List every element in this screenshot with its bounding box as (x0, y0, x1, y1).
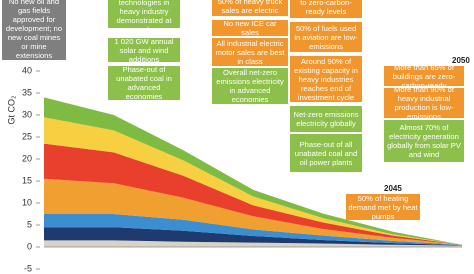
area (44, 143, 462, 245)
y-axis-label: Gt CO₂ (6, 95, 16, 125)
area (44, 227, 462, 246)
milestone-box: 50% of heavy truck sales are electric (212, 0, 288, 16)
milestone-box: Almost 70% of electricity generation glo… (384, 120, 464, 162)
milestone-box: 50% of heating demand met by heat pumps (346, 194, 420, 221)
area (44, 117, 462, 245)
milestone-box: to zero-carbon-ready levels (290, 0, 362, 18)
y-tick-label: 10 (22, 197, 32, 207)
y-tick-label: 25 (22, 131, 32, 141)
milestone-box: No new ICE car sales (212, 19, 288, 37)
milestone-year: 2045 (384, 184, 402, 193)
area (44, 214, 462, 246)
milestone-box: Net-zero emissions electricity globally (290, 106, 362, 132)
milestone-box: Overall net-zero emissions electricity i… (212, 68, 288, 104)
y-tick-label: -5 (24, 263, 32, 273)
y-tick-label: 40 (22, 65, 32, 75)
milestone-box: No new oil and gas fields approved for d… (2, 0, 66, 60)
area (44, 178, 462, 245)
y-tick-label: 15 (22, 175, 32, 185)
milestone-box: 1 020 GW annual solar and wind additions (108, 37, 180, 64)
milestone-box: Around 90% of existing capacity in heavy… (290, 56, 362, 102)
milestone-box: New clean technologies in heavy industry… (108, 0, 180, 34)
y-tick-label: 30 (22, 109, 32, 119)
milestone-box: All industrial electric motor sales are … (212, 38, 288, 66)
y-tick-label: 0 (27, 241, 32, 251)
area (44, 97, 462, 245)
area (44, 240, 462, 247)
milestone-year: 2050 (452, 56, 470, 65)
milestone-box: Phase-out of unabated coal in advanced e… (108, 65, 180, 101)
milestone-box: More than 90% of heavy industrial produc… (384, 85, 464, 121)
milestone-box: More than 85% of buildings are zero-carb… (384, 63, 464, 90)
y-tick-label: 35 (22, 87, 32, 97)
milestone-box: Phase-out of all unabated coal and oil p… (290, 134, 362, 172)
y-tick-label: 5 (27, 219, 32, 229)
milestone-box: 50% of fuels used in aviation are low-em… (290, 22, 362, 52)
y-tick-label: 20 (22, 153, 32, 163)
